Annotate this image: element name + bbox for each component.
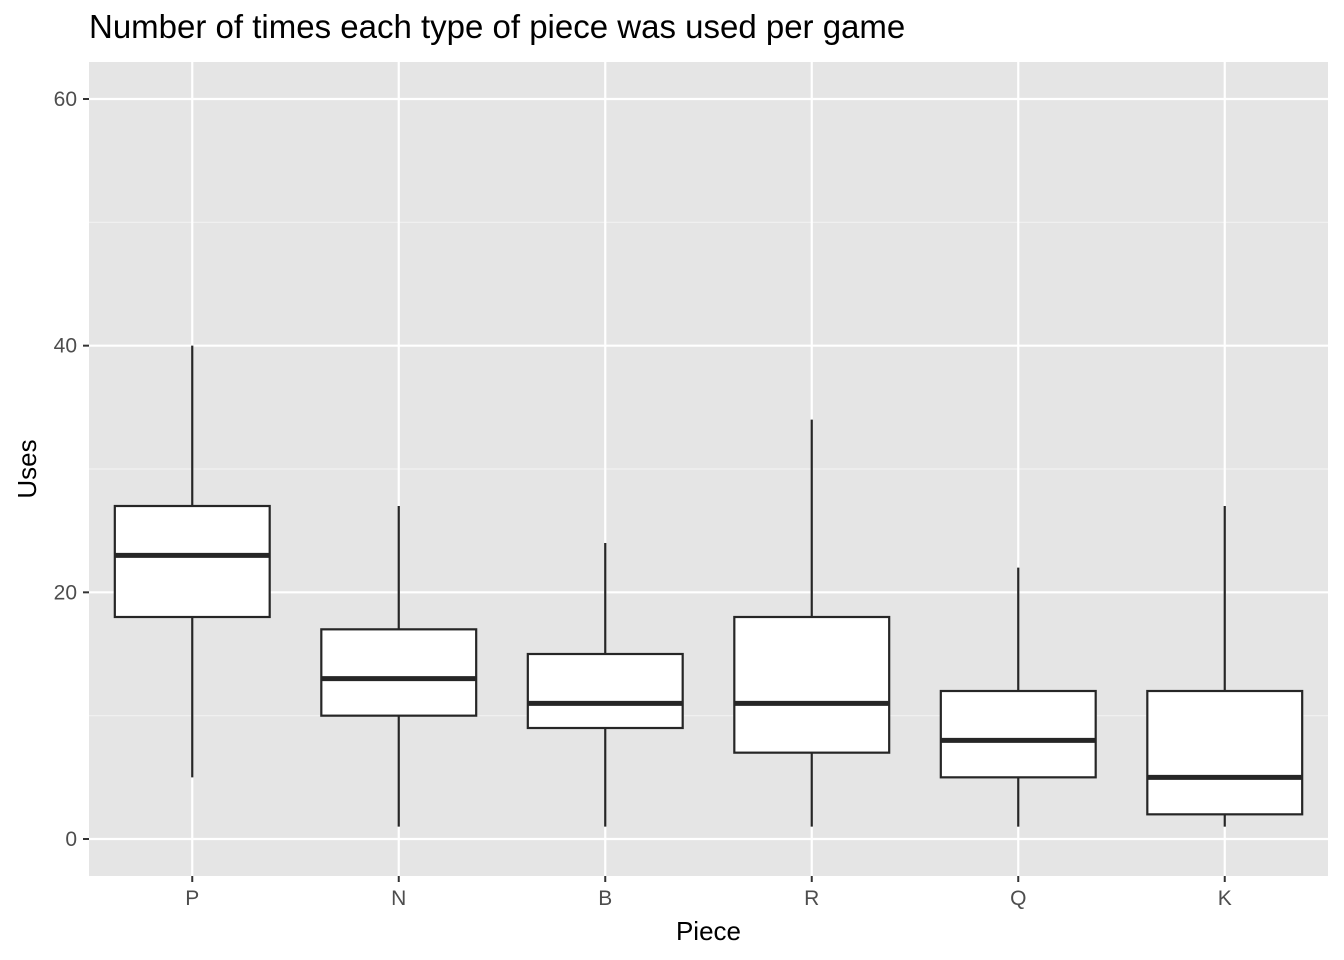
box-Q [939, 567, 1097, 827]
chart-title: Number of times each type of piece was u… [89, 8, 906, 45]
y-axis: 0 20 40 60 [54, 88, 89, 851]
box-iqr [939, 689, 1097, 779]
box-B [526, 543, 684, 827]
box-iqr [733, 615, 891, 754]
y-tick-label: 60 [54, 88, 77, 111]
box-iqr [113, 504, 271, 619]
y-tick-label: 40 [54, 335, 77, 358]
x-tick-label: R [804, 887, 819, 910]
y-axis-title: Uses [12, 439, 42, 498]
x-tick-label: B [598, 887, 612, 910]
box-R [733, 419, 891, 827]
y-tick-label: 20 [54, 581, 77, 604]
box-iqr [320, 628, 478, 717]
box-K [1146, 506, 1304, 827]
box-N [320, 506, 478, 827]
x-tick-label: N [391, 887, 406, 910]
box-iqr [526, 652, 684, 730]
box-series [113, 345, 1304, 827]
x-tick-label: P [185, 887, 199, 910]
x-axis-title: Piece [676, 916, 741, 946]
x-tick-label: Q [1010, 887, 1026, 910]
minor-gridlines [89, 221, 1328, 717]
box-P [113, 345, 271, 778]
y-tick-label: 0 [65, 828, 77, 851]
box-iqr [1146, 689, 1304, 816]
x-tick-label: K [1218, 887, 1232, 910]
